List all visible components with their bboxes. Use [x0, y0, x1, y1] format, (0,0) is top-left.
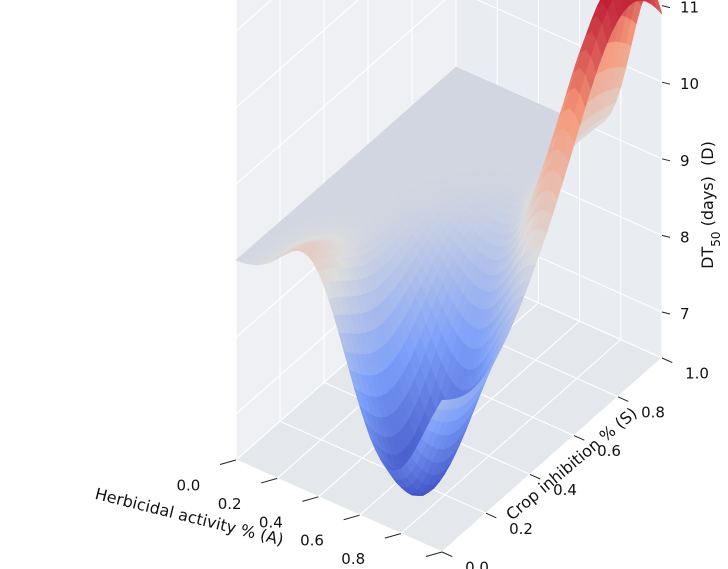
z-tick-label: 7 — [680, 305, 690, 323]
y-tick-mark — [529, 473, 541, 480]
y-tick-mark — [441, 551, 453, 558]
x-tick-mark — [219, 459, 237, 466]
z-tick-mark — [661, 234, 671, 238]
z-tick-label: 10 — [680, 75, 699, 93]
surface-patch — [636, 0, 644, 6]
y-tick-label: 0.4 — [553, 481, 577, 499]
axis-ticks: 0.00.20.40.60.81.00.00.20.40.60.81.07891… — [177, 0, 709, 569]
y-tick-label: 0.8 — [641, 403, 665, 421]
x-tick-label: 0.4 — [259, 513, 283, 531]
x-tick-mark — [384, 533, 401, 539]
x-tick-label: 0.8 — [341, 550, 365, 568]
surface-patch — [436, 399, 449, 411]
z-tick-mark — [661, 81, 671, 85]
z-axis-label-sub: 50 — [709, 231, 723, 246]
surface-mesh — [235, 0, 663, 496]
x-tick-mark — [425, 551, 443, 558]
z-axis-label-rest: (days) (D) — [698, 141, 717, 231]
surface-patch — [644, 0, 652, 5]
y-tick-mark — [661, 357, 673, 364]
y-tick-label: 0.2 — [509, 520, 533, 538]
y-tick-label: 0.0 — [465, 559, 489, 569]
x-tick-label: 0.6 — [300, 532, 324, 550]
y-tick-mark — [617, 396, 629, 402]
floor-gridline-y — [279, 420, 487, 514]
wall-gridline-z — [235, 0, 663, 109]
floor-gridline-x — [441, 357, 663, 553]
z-tick-mark — [661, 158, 671, 162]
z-axis-label: DT50 (days) (D) — [698, 141, 723, 269]
z-tick-mark — [661, 311, 671, 315]
surface-patch — [639, 0, 646, 2]
surface-patch — [633, 0, 641, 3]
z-axis-label-main: DT — [698, 247, 717, 269]
x-tick-mark — [302, 496, 319, 502]
z-tick-label: 11 — [680, 0, 699, 17]
x-tick-label: 0.2 — [218, 495, 242, 513]
y-tick-mark — [573, 435, 585, 441]
y-tick-mark — [485, 512, 497, 519]
x-tick-mark — [261, 477, 278, 484]
z-tick-mark — [661, 5, 671, 9]
x-tick-mark — [343, 514, 360, 521]
y-tick-label: 1.0 — [685, 365, 709, 383]
x-tick-label: 0.0 — [177, 477, 201, 495]
surface-patch — [649, 0, 658, 10]
y-tick-label: 0.6 — [597, 442, 621, 460]
z-tick-label: 8 — [680, 228, 690, 246]
surface-patch — [627, 0, 635, 6]
floor-gridline-y — [235, 459, 443, 553]
floor-gridline-x — [400, 339, 622, 535]
z-tick-label: 9 — [680, 152, 690, 170]
